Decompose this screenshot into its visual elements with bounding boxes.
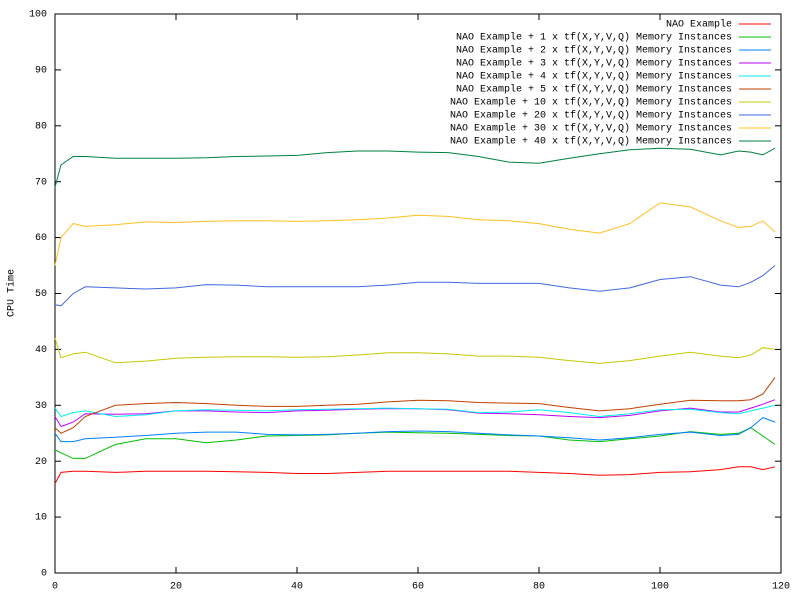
x-tick-label: 20	[170, 582, 182, 593]
y-tick-label: 70	[35, 177, 47, 188]
x-tick-label: 120	[772, 582, 790, 593]
legend-label: NAO Example + 30 x tf(X,Y,V,Q) Memory In…	[450, 123, 732, 135]
x-tick-label: 80	[533, 582, 545, 593]
y-tick-label: 0	[41, 569, 47, 580]
series-line	[54, 377, 776, 434]
series-line	[54, 404, 776, 418]
y-tick-label: 60	[35, 233, 47, 244]
series-line	[54, 466, 776, 484]
x-tick-label: 40	[291, 582, 303, 593]
y-tick-label: 50	[35, 289, 47, 300]
y-tick-label: 30	[35, 401, 47, 412]
y-tick-label: 40	[35, 345, 47, 356]
y-tick-label: 80	[35, 121, 47, 132]
legend-label: NAO Example + 3 x tf(X,Y,V,Q) Memory Ins…	[456, 58, 732, 70]
legend-label: NAO Example	[666, 19, 732, 31]
series-line	[54, 202, 776, 266]
series-line	[54, 338, 776, 364]
legend-label: NAO Example + 10 x tf(X,Y,V,Q) Memory In…	[450, 97, 732, 109]
legend-label: NAO Example + 20 x tf(X,Y,V,Q) Memory In…	[450, 110, 732, 122]
legend-label: NAO Example + 2 x tf(X,Y,V,Q) Memory Ins…	[456, 45, 732, 57]
series-line	[54, 147, 776, 188]
x-tick-label: 60	[412, 582, 424, 593]
legend-label: NAO Example + 1 x tf(X,Y,V,Q) Memory Ins…	[456, 32, 732, 44]
legend-label: NAO Example + 40 x tf(X,Y,V,Q) Memory In…	[450, 136, 732, 148]
legend-label: NAO Example + 4 x tf(X,Y,V,Q) Memory Ins…	[456, 71, 732, 83]
x-tick-label: 0	[52, 582, 58, 593]
series-line	[54, 265, 776, 307]
y-axis-label: CPU Time	[6, 269, 18, 317]
legend-label: NAO Example + 5 x tf(X,Y,V,Q) Memory Ins…	[456, 84, 732, 96]
y-tick-label: 100	[29, 10, 47, 21]
x-tick-label: 100	[651, 582, 669, 593]
series-line	[54, 417, 776, 443]
series-line	[54, 427, 776, 459]
y-tick-label: 90	[35, 66, 47, 77]
y-tick-label: 10	[35, 513, 47, 524]
y-tick-label: 20	[35, 457, 47, 468]
